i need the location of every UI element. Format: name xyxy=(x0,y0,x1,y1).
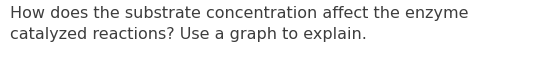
Text: How does the substrate concentration affect the enzyme
catalyzed reactions? Use : How does the substrate concentration aff… xyxy=(10,6,469,42)
